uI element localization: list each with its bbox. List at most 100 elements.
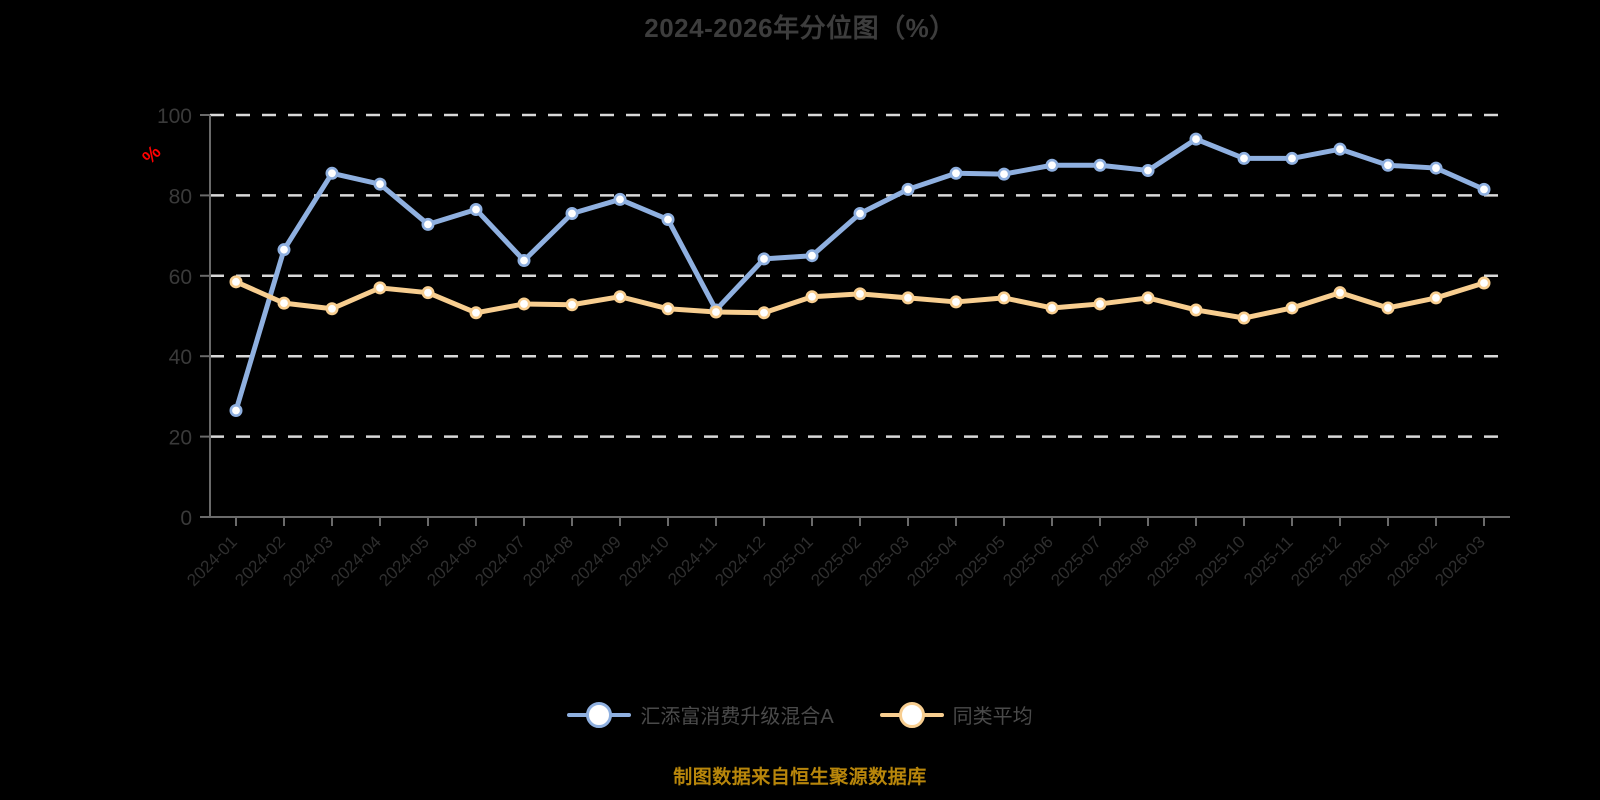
data-point-marker[interactable] <box>325 302 339 316</box>
x-tick-label: 2024-09 <box>567 532 625 590</box>
data-point-marker[interactable] <box>1285 301 1299 315</box>
data-point-marker[interactable] <box>517 254 531 268</box>
x-tick-label: 2025-07 <box>1047 532 1105 590</box>
data-point-marker[interactable] <box>277 243 291 257</box>
data-point-marker[interactable] <box>1477 182 1491 196</box>
data-point-marker[interactable] <box>1477 276 1491 290</box>
data-point-marker[interactable] <box>1381 158 1395 172</box>
data-point-marker[interactable] <box>373 177 387 191</box>
data-point-marker[interactable] <box>901 291 915 305</box>
data-point-marker[interactable] <box>469 202 483 216</box>
x-tick-label: 2025-05 <box>951 532 1009 590</box>
legend-marker-icon <box>879 701 944 728</box>
data-point-marker[interactable] <box>1333 142 1347 156</box>
data-point-marker[interactable] <box>997 167 1011 181</box>
data-point-marker[interactable] <box>853 206 867 220</box>
x-tick-label: 2026-03 <box>1431 532 1489 590</box>
y-tick-label: 60 <box>169 266 192 289</box>
y-tick-label: 0 <box>180 507 192 530</box>
x-tick-label: 2024-11 <box>664 532 721 589</box>
legend-marker-icon <box>567 701 632 728</box>
x-tick-label: 2026-02 <box>1383 532 1441 590</box>
data-point-marker[interactable] <box>277 296 291 310</box>
page-title: 2024-2026年分位图（%） <box>644 13 956 43</box>
y-tick-label: 40 <box>169 346 192 369</box>
x-tick-label: 2024-05 <box>375 532 433 590</box>
data-point-marker[interactable] <box>1237 311 1251 325</box>
data-point-marker[interactable] <box>229 275 243 289</box>
y-axis-unit-label: % <box>139 142 166 169</box>
data-source-note: 制图数据来自恒生聚源数据库 <box>673 767 927 788</box>
y-tick-label: 20 <box>169 427 192 450</box>
data-point-marker[interactable] <box>901 182 915 196</box>
x-tick-label: 2024-10 <box>615 532 673 590</box>
data-point-marker[interactable] <box>1141 163 1155 177</box>
data-point-marker[interactable] <box>565 206 579 220</box>
data-point-marker[interactable] <box>1093 158 1107 172</box>
data-point-marker[interactable] <box>421 217 435 231</box>
data-point-marker[interactable] <box>949 295 963 309</box>
data-point-marker[interactable] <box>613 290 627 304</box>
data-point-marker[interactable] <box>1189 303 1203 317</box>
x-tick-label: 2024-07 <box>471 532 529 590</box>
x-tick-label: 2025-01 <box>759 532 817 590</box>
x-tick-label: 2025-11 <box>1240 532 1297 589</box>
data-point-marker[interactable] <box>949 166 963 180</box>
data-point-marker[interactable] <box>421 286 435 300</box>
x-tick-label: 2024-03 <box>279 532 337 590</box>
x-tick-label: 2025-04 <box>903 532 961 590</box>
data-point-marker[interactable] <box>469 306 483 320</box>
y-tick-label: 100 <box>157 105 192 128</box>
legend-item-1[interactable]: 同类平均 <box>879 700 1033 729</box>
x-tick-label: 2025-02 <box>807 532 865 590</box>
data-point-marker[interactable] <box>1429 161 1443 175</box>
data-point-marker[interactable] <box>1189 132 1203 146</box>
data-point-marker[interactable] <box>805 290 819 304</box>
data-point-marker[interactable] <box>373 281 387 295</box>
x-tick-label: 2025-03 <box>855 532 913 590</box>
legend-dot-icon <box>898 701 925 728</box>
x-tick-label: 2024-12 <box>711 532 769 590</box>
chart-legend: 汇添富消费升级混合A 同类平均 <box>0 700 1600 729</box>
data-point-marker[interactable] <box>325 166 339 180</box>
legend-label: 汇添富消费升级混合A <box>640 706 834 728</box>
data-point-marker[interactable] <box>1429 291 1443 305</box>
x-tick-label: 2024-08 <box>519 532 577 590</box>
data-point-marker[interactable] <box>1285 151 1299 165</box>
data-point-marker[interactable] <box>1045 158 1059 172</box>
data-point-marker[interactable] <box>1237 151 1251 165</box>
data-point-marker[interactable] <box>1141 291 1155 305</box>
x-tick-label: 2026-01 <box>1335 532 1393 590</box>
data-point-marker[interactable] <box>757 306 771 320</box>
data-point-marker[interactable] <box>1333 286 1347 300</box>
x-tick-label: 2024-02 <box>231 532 289 590</box>
legend-item-0[interactable]: 汇添富消费升级混合A <box>567 700 834 729</box>
data-point-marker[interactable] <box>853 287 867 301</box>
x-tick-label: 2025-08 <box>1095 532 1153 590</box>
data-point-marker[interactable] <box>565 298 579 312</box>
data-point-marker[interactable] <box>757 252 771 266</box>
data-point-marker[interactable] <box>805 249 819 263</box>
x-tick-label: 2025-10 <box>1191 532 1249 590</box>
x-tick-label: 2024-04 <box>327 532 385 590</box>
data-point-marker[interactable] <box>661 302 675 316</box>
data-point-marker[interactable] <box>997 291 1011 305</box>
x-tick-label: 2025-12 <box>1287 532 1345 590</box>
data-point-marker[interactable] <box>1381 301 1395 315</box>
data-point-marker[interactable] <box>517 297 531 311</box>
data-point-marker[interactable] <box>613 192 627 206</box>
y-tick-label: 80 <box>169 185 192 208</box>
legend-label: 同类平均 <box>952 706 1033 728</box>
data-point-marker[interactable] <box>1045 301 1059 315</box>
data-point-marker[interactable] <box>709 305 723 319</box>
data-point-marker[interactable] <box>1093 297 1107 311</box>
x-tick-label: 2024-06 <box>423 532 481 590</box>
x-tick-label: 2024-01 <box>183 532 241 590</box>
percentile-line-chart: 020406080100%2024-012024-022024-032024-0… <box>139 105 1510 590</box>
data-point-marker[interactable] <box>229 403 243 417</box>
legend-dot-icon <box>586 701 613 728</box>
x-tick-label: 2025-09 <box>1143 532 1201 590</box>
x-tick-label: 2025-06 <box>999 532 1057 590</box>
data-point-marker[interactable] <box>661 213 675 227</box>
